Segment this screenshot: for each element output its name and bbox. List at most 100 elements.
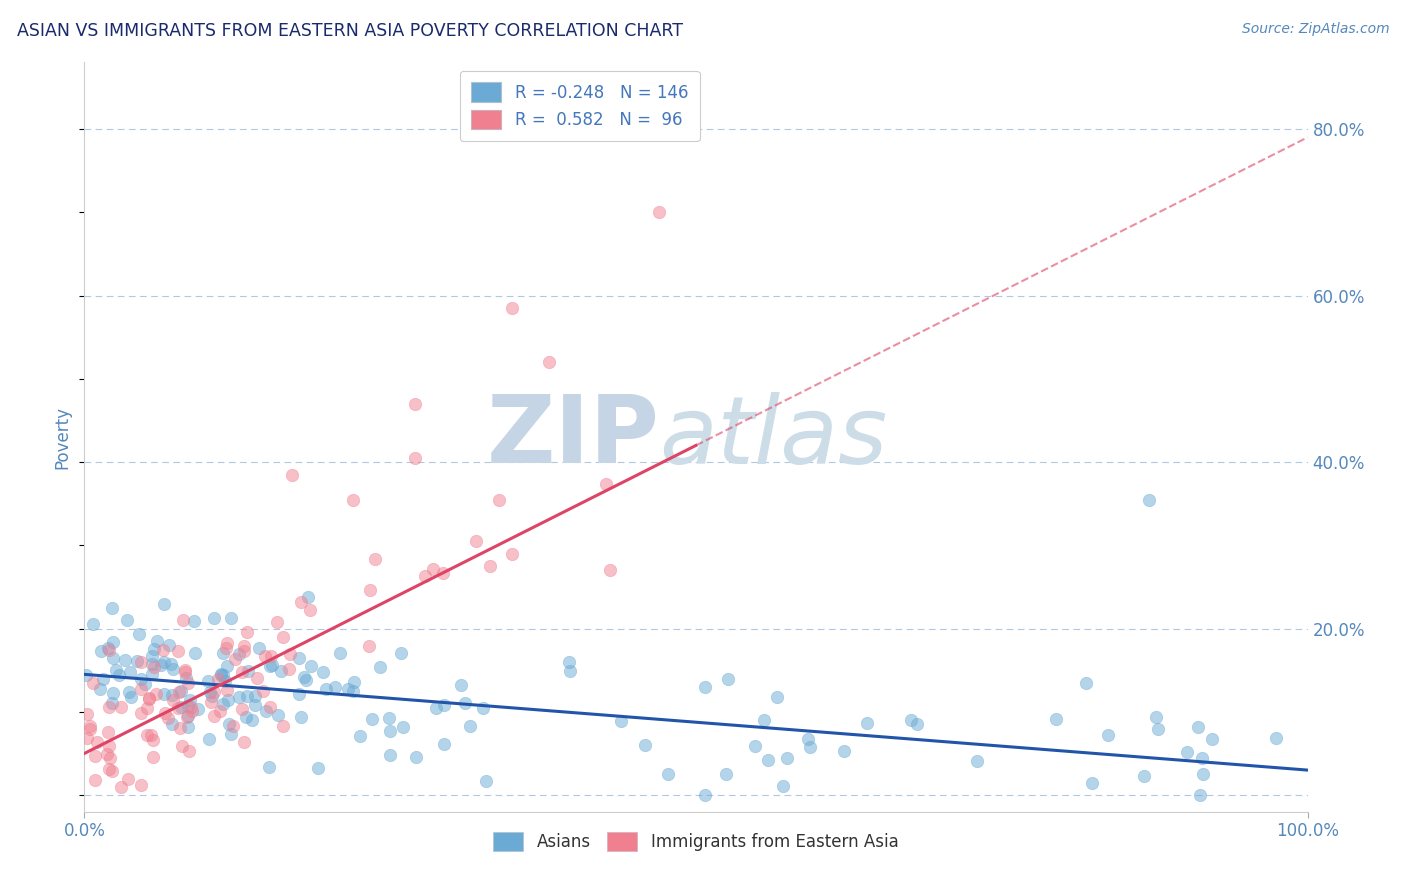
Point [228,647,250,661]
Point [464,534,486,549]
Point [538,355,561,369]
Text: Source: ZipAtlas.com: Source: ZipAtlas.com [1241,22,1389,37]
Point [472,700,495,714]
Point [110,780,132,794]
Point [266,615,288,629]
Point [1188,788,1211,802]
Point [657,767,679,781]
Point [89,681,111,696]
Point [141,728,163,742]
Point [224,651,246,665]
Point [776,751,799,765]
Point [134,676,156,690]
Point [288,650,311,665]
Point [142,749,165,764]
Point [380,748,402,763]
Point [307,761,329,775]
Point [172,739,194,753]
Point [141,648,163,663]
Point [1081,776,1104,790]
Point [212,646,235,660]
Point [231,665,253,680]
Point [153,706,176,720]
Point [342,684,364,698]
Point [142,659,165,673]
Point [368,660,391,674]
Point [215,636,238,650]
Point [502,301,524,315]
Point [311,665,333,680]
Point [200,696,222,710]
Point [377,711,399,725]
Y-axis label: Poverty: Poverty [53,406,72,468]
Point [558,664,581,678]
Point [342,492,364,507]
Point [252,683,274,698]
Point [236,689,259,703]
Point [143,642,166,657]
Point [389,646,412,660]
Point [648,205,671,219]
Point [450,678,472,692]
Point [202,709,225,723]
Point [153,655,176,669]
Point [128,627,150,641]
Point [183,614,205,628]
Point [180,704,202,718]
Point [117,772,139,786]
Point [247,641,270,656]
Point [217,693,239,707]
Point [96,747,118,761]
Point [693,788,716,802]
Point [129,706,152,720]
Point [1045,712,1067,726]
Point [290,594,312,608]
Point [160,688,183,702]
Text: ZIP: ZIP [486,391,659,483]
Point [172,613,194,627]
Point [110,700,132,714]
Point [97,643,120,657]
Point [101,635,124,649]
Point [211,697,233,711]
Point [1097,728,1119,742]
Point [905,716,928,731]
Point [1175,746,1198,760]
Point [136,701,159,715]
Point [405,750,427,764]
Point [772,779,794,793]
Point [138,691,160,706]
Point [361,712,384,726]
Point [153,597,176,611]
Point [271,630,294,644]
Point [177,699,200,714]
Point [214,640,236,655]
Point [599,563,621,577]
Point [1191,751,1213,765]
Point [214,673,236,688]
Point [177,675,200,690]
Point [754,714,776,728]
Point [966,755,988,769]
Point [278,647,301,661]
Point [281,467,304,482]
Point [129,672,152,686]
Point [103,651,125,665]
Point [179,744,201,758]
Point [1146,722,1168,736]
Point [201,689,224,703]
Point [323,680,346,694]
Point [856,716,879,731]
Point [236,625,259,640]
Point [107,668,129,682]
Point [211,667,233,681]
Point [145,687,167,701]
Point [207,673,229,687]
Point [257,759,280,773]
Point [236,665,259,679]
Point [198,685,221,699]
Point [422,562,444,576]
Point [502,547,524,561]
Point [97,762,120,776]
Point [83,749,105,764]
